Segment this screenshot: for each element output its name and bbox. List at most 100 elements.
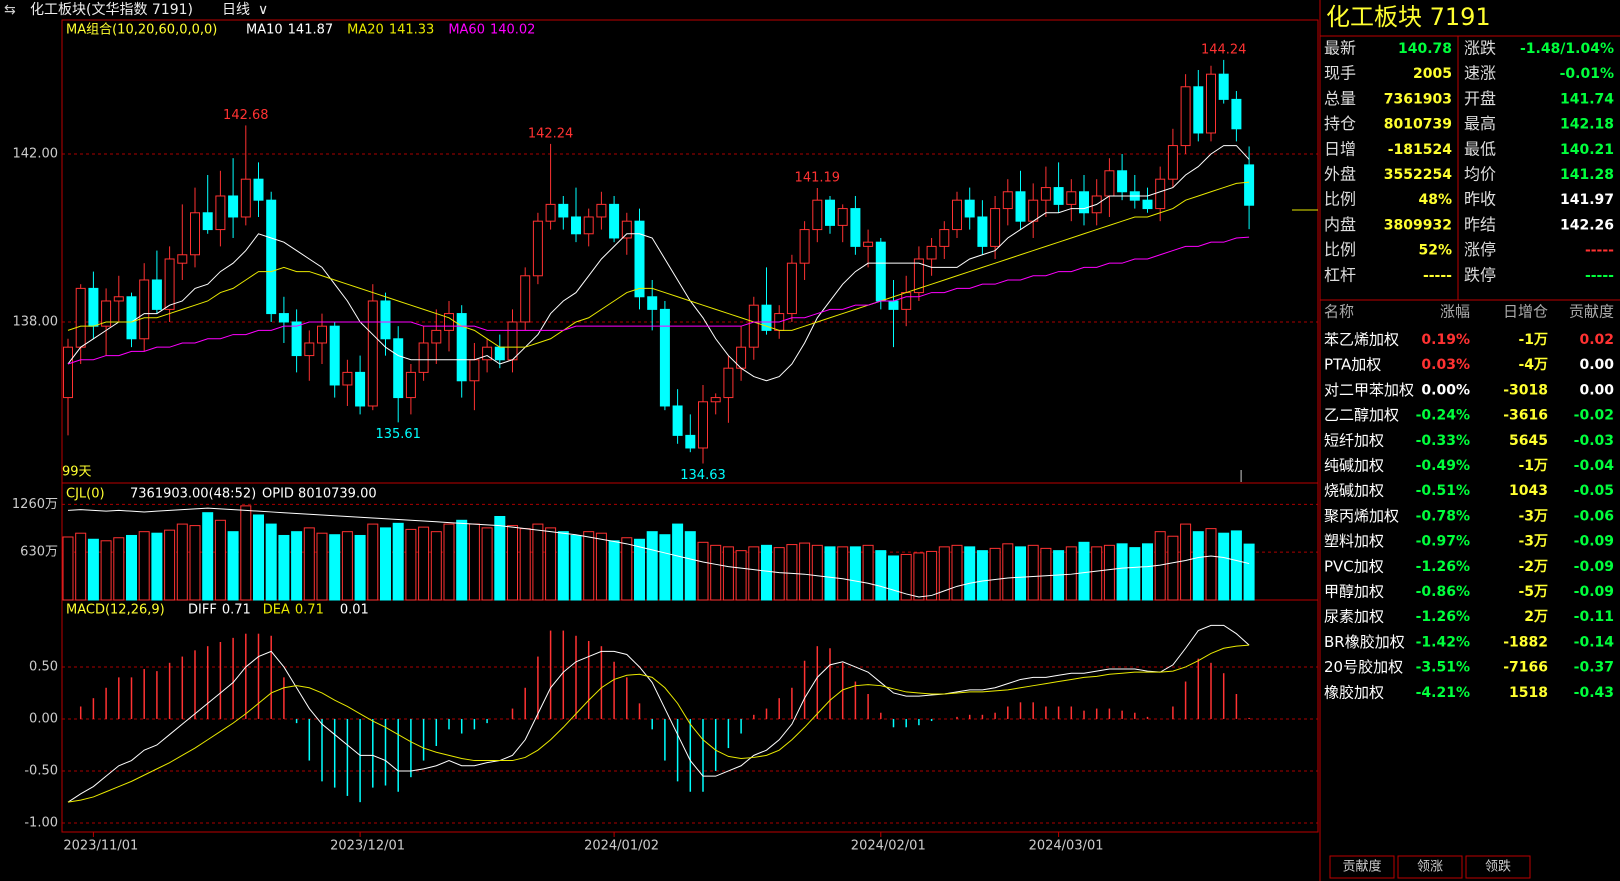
table-name[interactable]: 对二甲苯加权: [1324, 381, 1414, 399]
volume-bar: [1027, 544, 1039, 601]
table-name[interactable]: 短纤加权: [1324, 431, 1384, 449]
menu-icon[interactable]: ⇆: [4, 2, 16, 18]
volume-bar: [1103, 544, 1115, 601]
table-name[interactable]: PVC加权: [1324, 557, 1384, 575]
macd-line: [67, 644, 1250, 803]
table-cell: -0.04: [1574, 458, 1615, 474]
table-name[interactable]: 20号胶加权: [1324, 658, 1403, 676]
x-tick-label: 2024/03/01: [1029, 839, 1104, 854]
candle-body: [825, 199, 835, 226]
volume-bar: [532, 523, 544, 601]
volume-bar: [138, 531, 150, 601]
tab[interactable]: [1397, 855, 1463, 879]
quote-label: 比例: [1324, 190, 1356, 209]
indicator-name[interactable]: MA组合(10,20,60,0,0,0): [66, 23, 217, 38]
period-caret[interactable]: ∨: [258, 2, 268, 18]
indicator-name[interactable]: CJL(0): [66, 487, 105, 502]
candle-body: [1079, 191, 1089, 214]
quote-value: 8010739: [1384, 117, 1452, 133]
quote-value: 141.28: [1560, 167, 1614, 183]
table-name[interactable]: 甲醇加权: [1324, 583, 1384, 601]
candle-body: [1231, 98, 1242, 130]
table-cell: -0.51%: [1416, 483, 1470, 499]
candle-body: [913, 258, 924, 294]
volume-bar: [443, 523, 455, 601]
volume-bar: [1142, 543, 1153, 601]
volume-bar: [456, 519, 468, 601]
legend-name: DIFF: [188, 603, 217, 618]
volume-bar: [595, 532, 607, 601]
candle-body: [291, 321, 302, 357]
y-tick-label: -0.50: [24, 763, 58, 778]
top-bar: [0, 0, 1620, 20]
table-name[interactable]: 尿素加权: [1324, 608, 1384, 626]
quote-value: 3809932: [1384, 217, 1452, 233]
quote-value: -----: [1423, 268, 1452, 284]
table-name[interactable]: PTA加权: [1324, 356, 1381, 374]
candle-body: [329, 325, 340, 386]
table-cell: -0.05: [1574, 483, 1614, 499]
table-cell: 0.00%: [1421, 382, 1470, 398]
candle-body: [482, 346, 493, 361]
table-cell: -4.21%: [1416, 685, 1470, 701]
quote-value: -----: [1585, 243, 1614, 259]
tab-label[interactable]: 领跌: [1485, 859, 1511, 875]
candle-body: [367, 300, 378, 407]
tab[interactable]: [1465, 855, 1531, 879]
table-cell: -0.97%: [1416, 534, 1470, 550]
volume-bar: [278, 534, 290, 601]
volume-bar: [329, 534, 341, 601]
volume-ma-line: [67, 507, 1250, 598]
table-name[interactable]: 橡胶加权: [1324, 683, 1384, 701]
volume-bar: [976, 550, 988, 601]
volume-bar: [888, 555, 899, 601]
ma-line: [67, 236, 1250, 365]
candle-body: [672, 405, 683, 436]
volume-bar: [672, 523, 684, 601]
table-name[interactable]: 聚丙烯加权: [1324, 507, 1399, 525]
tab[interactable]: [1329, 855, 1395, 879]
table-name[interactable]: 乙二醇加权: [1324, 406, 1399, 424]
quote-value: -1.48/1.04%: [1520, 41, 1614, 57]
quote-label: 持仓: [1324, 114, 1356, 133]
candle-body: [405, 371, 416, 399]
candle-body: [228, 195, 239, 218]
indicator-name[interactable]: MACD(12,26,9): [66, 603, 165, 618]
table-name[interactable]: 塑料加权: [1324, 532, 1384, 550]
table-name[interactable]: 烧碱加权: [1324, 482, 1384, 500]
table-name[interactable]: BR橡胶加权: [1324, 633, 1405, 651]
table-name[interactable]: 苯乙烯加权: [1324, 331, 1399, 349]
candle-body: [494, 346, 505, 361]
candle-body: [215, 195, 226, 231]
period-selector[interactable]: 日线: [222, 2, 250, 18]
volume-bar: [900, 553, 912, 601]
extreme-label: 142.68: [223, 108, 269, 123]
x-tick-label: 2023/12/01: [330, 839, 405, 854]
legend-name: MA20: [347, 23, 384, 38]
candle-body: [1218, 73, 1229, 100]
candle-body: [1040, 187, 1051, 201]
x-tick-label: 2023/11/01: [63, 839, 138, 854]
quote-title: 化工板块 7191: [1326, 3, 1491, 31]
candle-body: [1002, 191, 1013, 210]
table-name[interactable]: 纯碱加权: [1324, 457, 1384, 475]
volume-bar: [227, 531, 239, 601]
volume-bar: [570, 534, 582, 601]
quote-label: 涨跌: [1464, 39, 1496, 58]
volume-bar: [545, 527, 557, 601]
candle-body: [964, 199, 975, 218]
table-cell: 0.19%: [1421, 332, 1470, 348]
volume-bar: [659, 534, 671, 601]
volume-bar: [100, 540, 112, 601]
candle-body: [75, 287, 86, 348]
candle-body: [1206, 73, 1216, 134]
table-cell: 0.00: [1579, 357, 1614, 373]
volume-bar: [1230, 530, 1242, 601]
candle-body: [126, 296, 137, 340]
quote-label: 最新: [1324, 39, 1356, 58]
quote-value: -0.01%: [1560, 66, 1614, 82]
quote-value: 142.26: [1560, 217, 1614, 233]
tab-label[interactable]: 领涨: [1417, 860, 1443, 875]
tab-label[interactable]: 贡献度: [1342, 859, 1381, 875]
quote-label: 日增: [1324, 139, 1356, 158]
